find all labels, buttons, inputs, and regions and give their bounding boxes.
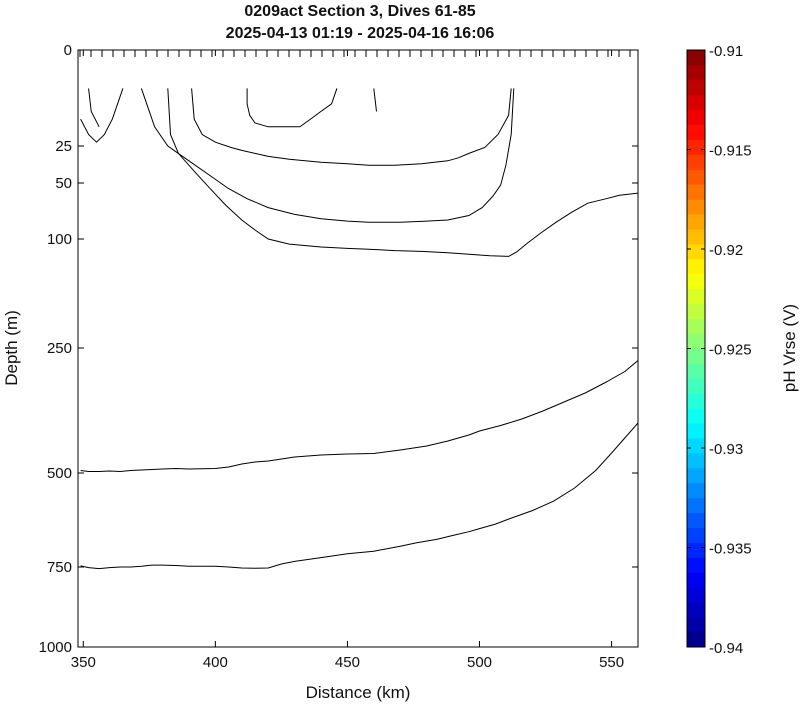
contour-line-5	[246, 88, 338, 128]
colorbar-step	[687, 333, 705, 349]
x-tick-label: 350	[71, 654, 96, 671]
colorbar-step	[687, 482, 705, 499]
colorbar-step	[687, 199, 705, 215]
colorbar-step	[687, 452, 705, 469]
y-tick-label: 25	[55, 138, 72, 155]
colorbar-step	[687, 617, 705, 633]
x-axis: 350 400 450 500 550	[71, 50, 624, 671]
y-tick-label: 250	[47, 340, 72, 357]
y-axis-label: Depth (m)	[2, 310, 21, 386]
colorbar-label: pH Vrse (V)	[780, 304, 799, 392]
contour-line-8	[80, 360, 639, 473]
chart-title-line2: 2025-04-13 01:19 - 2025-04-16 16:06	[226, 25, 495, 42]
colorbar-step	[687, 423, 705, 439]
x-axis-label: Distance (km)	[306, 683, 411, 702]
y-tick-label: 500	[47, 465, 72, 482]
colorbar-step	[687, 303, 705, 320]
colorbar-step	[687, 557, 705, 573]
colorbar-step	[687, 50, 705, 66]
colorbar-step	[687, 214, 705, 230]
colorbar: -0.91 -0.915 -0.92 -0.925 -0.93 -0.935 -0.94	[686, 43, 752, 657]
x-tick-label: 500	[467, 654, 492, 671]
colorbar-step	[687, 408, 705, 424]
colorbar-step	[687, 497, 705, 514]
contour-lines	[80, 88, 639, 570]
colorbar-tick-label: -0.94	[709, 640, 743, 657]
chart-title-line1: 0209act Section 3, Dives 61-85	[244, 3, 475, 20]
colorbar-step	[687, 139, 705, 155]
y-tick-label: 100	[47, 231, 72, 248]
colorbar-step	[687, 244, 705, 260]
colorbar-step	[687, 184, 705, 200]
contour-line-6	[88, 88, 100, 128]
colorbar-tick-label: -0.915	[709, 143, 752, 160]
colorbar-step	[687, 154, 705, 170]
colorbar-step	[687, 273, 705, 290]
y-tick-label: 750	[47, 559, 72, 576]
colorbar-step	[687, 438, 705, 454]
plot-area	[77, 49, 639, 648]
contour-line-1	[80, 88, 124, 143]
dive-position-marks	[79, 50, 631, 57]
y-tick-label: 0	[64, 42, 72, 59]
colorbar-step	[687, 512, 705, 528]
colorbar-step	[687, 229, 705, 245]
contour-line-7	[373, 88, 377, 112]
y-axis: 0 25 50 100 250 500 750 1000	[39, 42, 638, 656]
colorbar-tick-label: -0.91	[709, 43, 743, 60]
colorbar-step	[687, 169, 705, 185]
colorbar-step	[687, 602, 705, 618]
colorbar-step	[687, 318, 705, 334]
y-tick-label: 1000	[39, 639, 72, 656]
contour-line-9	[80, 422, 639, 570]
colorbar-step	[687, 258, 705, 275]
colorbar-step	[687, 632, 705, 648]
colorbar-step	[687, 527, 705, 543]
colorbar-step	[687, 124, 705, 140]
colorbar-step	[687, 109, 705, 126]
colorbar-step	[687, 572, 705, 588]
x-tick-label: 450	[335, 654, 360, 671]
colorbar-step	[687, 378, 705, 394]
colorbar-step	[687, 94, 705, 111]
colorbar-tick-label: -0.92	[709, 242, 743, 259]
colorbar-step	[687, 288, 705, 305]
colorbar-step	[687, 393, 705, 409]
colorbar-step	[687, 542, 705, 558]
colorbar-tick-label: -0.925	[709, 342, 752, 359]
colorbar-step	[687, 348, 705, 364]
contour-line-3	[167, 88, 639, 257]
y-tick-label: 50	[55, 175, 72, 192]
colorbar-tick-label: -0.935	[709, 541, 752, 558]
colorbar-step	[687, 363, 705, 379]
colorbar-step	[687, 64, 705, 81]
x-tick-label: 550	[599, 654, 624, 671]
colorbar-step	[687, 79, 705, 96]
contour-line-4	[191, 88, 512, 166]
contour-line-2	[140, 88, 515, 223]
colorbar-step	[687, 587, 705, 603]
colorbar-step	[687, 467, 705, 484]
colorbar-tick-label: -0.93	[709, 441, 743, 458]
x-tick-label: 400	[203, 654, 228, 671]
